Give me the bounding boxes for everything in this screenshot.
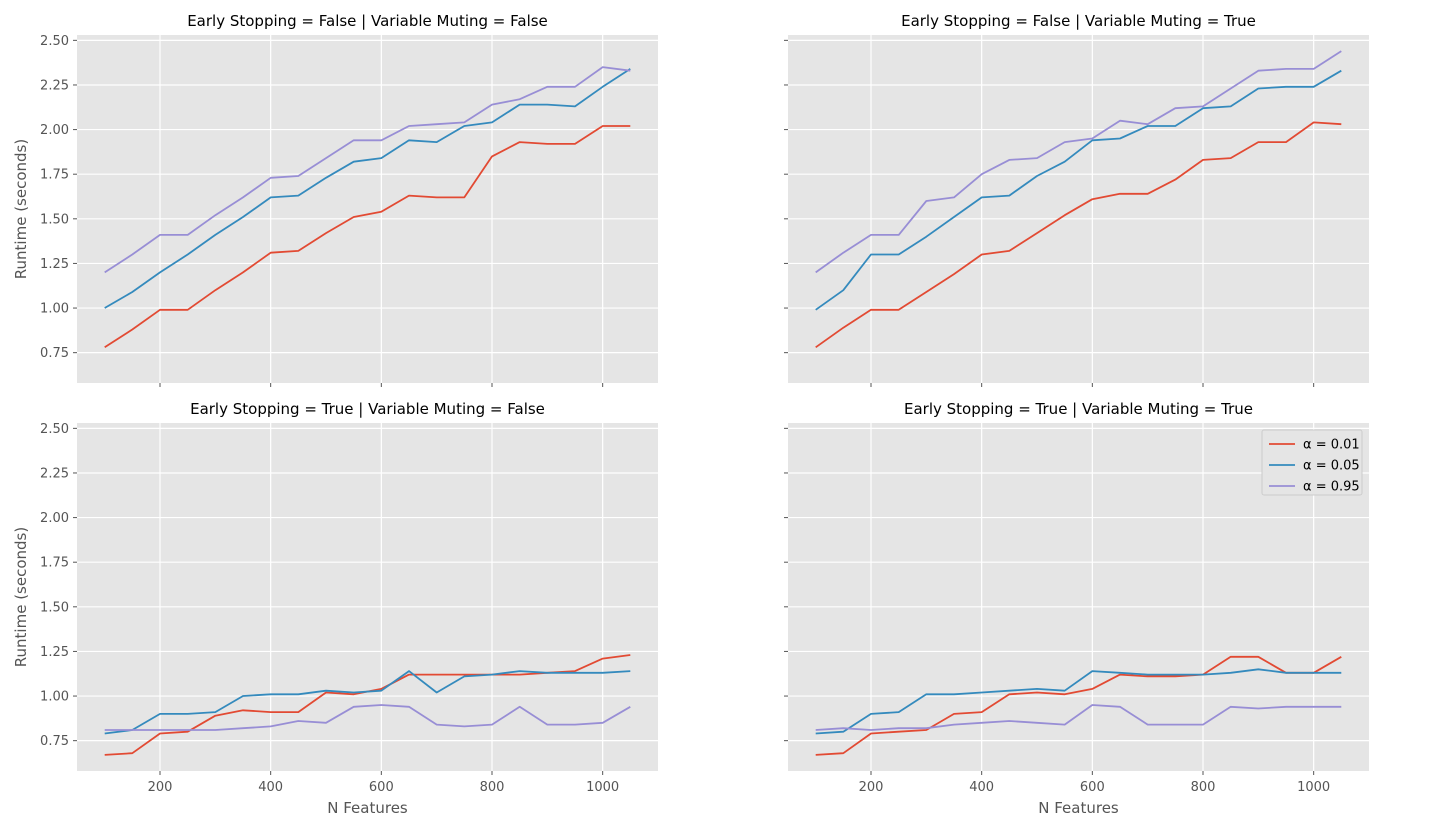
y-tick-label: 2.50 [40,422,69,437]
y-axis-label: Runtime (seconds) [12,527,30,667]
x-axis-label: N Features [1038,799,1119,817]
x-tick-label: 200 [148,780,173,795]
panel-2: Early Stopping = False | Variable Muting… [784,12,1369,387]
x-tick-label: 800 [1191,780,1216,795]
y-tick-label: 2.25 [40,466,69,481]
y-tick-label: 1.75 [40,168,69,183]
y-tick-label: 1.25 [40,257,69,272]
y-tick-label: 2.25 [40,78,69,93]
x-tick-label: 800 [480,780,505,795]
y-tick-label: 1.00 [40,302,69,317]
plot-background [788,35,1369,383]
panel-3: 200 400 600 800 1000 N Features 0.75 1.00 1.25 1.… [12,400,658,817]
x-tick-label: 1000 [1297,780,1330,795]
y-tick-label: 1.00 [40,690,69,705]
y-tick-label: 1.50 [40,212,69,227]
y-axis-label: Runtime (seconds) [12,139,30,279]
series-line-1 [104,125,631,349]
plot-background [77,35,658,383]
series-line-3 [104,704,631,731]
series-line-1 [815,655,1342,756]
x-tick-label: 1000 [586,780,619,795]
panel-1: 0.75 1.00 1.25 1.50 1.75 2.00 2.25 2.50 Runtime … [12,12,658,387]
y-tick-label: 1.50 [40,600,69,615]
panel-title: Early Stopping = True | Variable Muting … [904,400,1253,418]
y-tick-label: 2.00 [40,123,69,138]
series-line-3 [104,66,631,274]
x-tick-label: 600 [1080,780,1105,795]
legend-label-1: α = 0.01 [1303,438,1360,453]
panel-title: Early Stopping = False | Variable Muting… [901,12,1256,30]
series-line-2 [104,670,631,735]
series-line-3 [815,50,1342,274]
legend-box [1261,429,1363,496]
x-axis-label: N Features [327,799,408,817]
x-tick-label: 400 [258,780,283,795]
x-tick-label: 400 [969,780,994,795]
panel-4: 200 400 600 800 1000 N Features Early Stopping… [784,400,1369,817]
y-tick-label: 2.00 [40,511,69,526]
plot-background [77,423,658,771]
legend-label-2: α = 0.05 [1303,459,1360,474]
panel-title: Early Stopping = True | Variable Muting … [190,400,545,418]
legend: α = 0.01 α = 0.05 α = 0.95 [1261,429,1363,496]
series-line-3 [815,704,1342,731]
series-line-2 [104,68,631,309]
series-line-2 [815,668,1342,735]
series-line-1 [815,121,1342,349]
legend-label-3: α = 0.95 [1303,480,1360,495]
panel-title: Early Stopping = False | Variable Muting… [187,12,548,30]
y-tick-label: 0.75 [40,734,69,749]
y-tick-label: 1.75 [40,556,69,571]
y-tick-label: 0.75 [40,346,69,361]
x-tick-label: 200 [859,780,884,795]
x-tick-label: 600 [369,780,394,795]
y-tick-label: 2.50 [40,34,69,49]
series-line-2 [815,69,1342,311]
y-tick-label: 1.25 [40,645,69,660]
